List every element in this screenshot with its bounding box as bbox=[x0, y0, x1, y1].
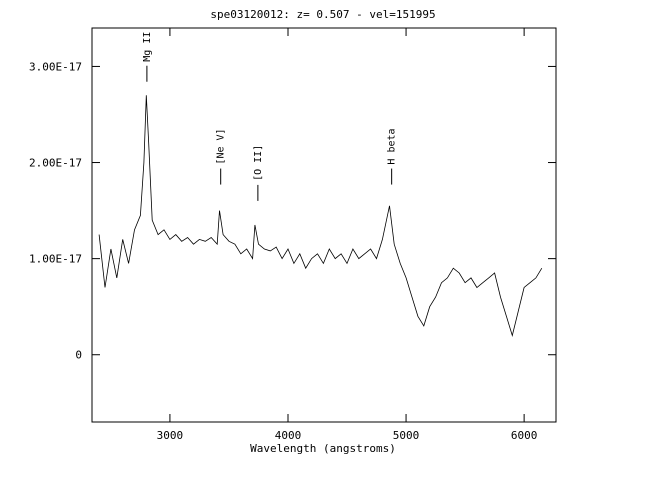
x-tick-label: 4000 bbox=[275, 429, 302, 442]
emission-line-label: [O II] bbox=[253, 145, 264, 181]
x-tick-label: 5000 bbox=[393, 429, 420, 442]
y-tick-label: 0 bbox=[75, 349, 82, 362]
x-tick-label: 6000 bbox=[511, 429, 538, 442]
x-axis-label: Wavelength (angstroms) bbox=[250, 442, 396, 455]
emission-line-label: H beta bbox=[387, 128, 398, 164]
emission-line-label: Mg II bbox=[142, 32, 153, 62]
plot-frame bbox=[91, 27, 557, 423]
axis-ticks bbox=[92, 28, 556, 422]
y-tick-label: 3.00E-17 bbox=[29, 60, 82, 73]
y-tick-label: 1.00E-17 bbox=[29, 253, 82, 266]
axis-tick-labels: 3000 4000 5000 6000 0 1.00E-17 2.00E-17 3.00E-1… bbox=[29, 60, 537, 442]
chart-title: spe03120012: z= 0.507 - vel=151995 bbox=[210, 8, 435, 21]
y-tick-label: 2.00E-17 bbox=[29, 157, 82, 170]
spectrum-series bbox=[98, 95, 543, 338]
x-tick-label: 3000 bbox=[157, 429, 184, 442]
emission-line-labels: Mg II [Ne V] [O II] H beta bbox=[142, 32, 398, 201]
spectrum-line bbox=[98, 95, 543, 338]
emission-line-label: [Ne V] bbox=[216, 128, 227, 164]
